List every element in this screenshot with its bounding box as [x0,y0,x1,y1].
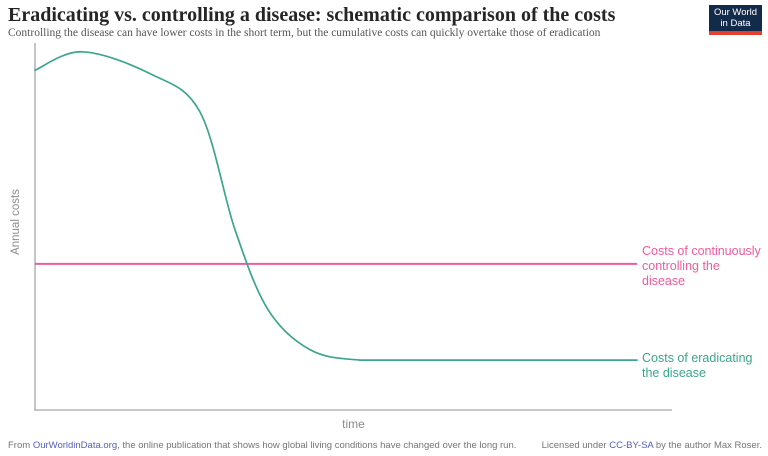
eradicate-series-label: Costs of eradicating the disease [642,351,766,381]
footer-source-prefix: From [8,440,33,451]
control-series-label-line1: Costs of continuously [642,244,761,258]
y-axis-label: Annual costs [10,189,22,255]
page-subtitle: Controlling the disease can have lower c… [8,27,601,39]
control-series-label: Costs of continuously controlling the di… [642,244,766,289]
owid-logo: Our World in Data [709,5,762,35]
control-series-label-line2: controlling the disease [642,259,720,288]
eradicate-series-label-line1: Costs of eradicating [642,351,753,365]
owid-logo-line1: Our World [713,7,758,18]
footer-license-text: Licensed under CC-BY-SA by the author Ma… [542,440,762,451]
license-link[interactable]: CC-BY-SA [609,440,654,451]
owid-link[interactable]: OurWorldinData.org [32,440,118,451]
page-title: Eradicating vs. controlling a disease: s… [8,4,616,26]
footer-source-text: From OurWorldinData.org, the online publ… [8,440,516,451]
footer-source-suffix: , the online publication that shows how … [117,440,517,451]
footer-license-prefix: Licensed under [541,440,610,451]
eradication-cost-curve [34,50,638,361]
footer: From OurWorldinData.org, the online publ… [8,440,762,451]
eradicate-series-label-line2: the disease [642,366,706,380]
x-axis-label: time [342,417,365,431]
footer-license-suffix: by the author Max Roser. [653,440,762,451]
owid-logo-line2: in Data [720,18,751,29]
